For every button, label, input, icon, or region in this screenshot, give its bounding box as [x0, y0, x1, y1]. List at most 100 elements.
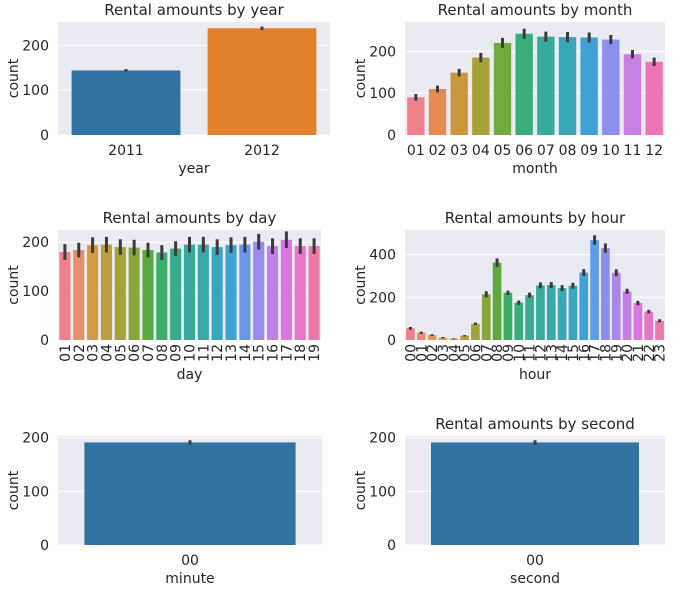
- x-tick-label: 12: [533, 344, 549, 362]
- x-tick-label: 10: [183, 344, 199, 362]
- y-tick-label: 200: [369, 290, 396, 306]
- y-tick-label: 200: [22, 235, 49, 251]
- x-tick-label: 10: [512, 344, 528, 362]
- x-tick-label: 2011: [108, 143, 144, 159]
- x-tick-label: 02: [429, 143, 447, 159]
- plot-area: [405, 230, 665, 340]
- bar-00: [431, 442, 639, 545]
- bar-11: [197, 244, 209, 340]
- bar-07: [481, 294, 491, 340]
- bar-2011: [71, 70, 181, 135]
- bar-05: [114, 247, 126, 340]
- bar-17: [590, 240, 599, 340]
- bar-14: [557, 288, 567, 340]
- x-tick-label: 11: [523, 344, 539, 362]
- bar-06: [128, 247, 140, 340]
- x-tick-label: 02: [425, 344, 441, 362]
- y-tick-label: 0: [387, 128, 396, 144]
- x-tick-label: 17: [279, 344, 295, 362]
- y-axis-label: count: [6, 470, 22, 510]
- y-tick-label: 0: [387, 333, 396, 349]
- x-tick-label: 00: [526, 553, 544, 569]
- bar-17: [280, 239, 292, 340]
- x-axis-label: second: [510, 571, 560, 587]
- x-tick-label: 13: [224, 344, 240, 362]
- x-tick-label: 01: [414, 344, 430, 362]
- x-tick-label: 17: [588, 344, 604, 362]
- x-tick-label: 01: [407, 143, 425, 159]
- x-tick-label: 03: [450, 143, 468, 159]
- x-tick-label: 04: [447, 344, 463, 362]
- bar-14: [239, 244, 251, 340]
- x-axis-label: year: [178, 161, 209, 177]
- bar-09: [503, 292, 513, 340]
- bar-19: [611, 272, 621, 340]
- bar-22: [644, 311, 654, 340]
- bar-01: [416, 332, 426, 340]
- bar-00: [406, 328, 415, 340]
- bar-10: [183, 244, 196, 340]
- chart-year: 0 100 200 2011 2012 Rental amounts by year yea…: [6, 1, 330, 177]
- x-tick-label: 03: [436, 344, 452, 362]
- x-tick-label: 18: [293, 344, 309, 362]
- chart-title: Rental amounts by month: [438, 1, 633, 19]
- bar-05: [493, 42, 512, 135]
- bar-08: [492, 262, 502, 340]
- bar-03: [450, 72, 468, 135]
- bar-03: [87, 245, 99, 340]
- x-tick-label: 16: [266, 344, 282, 362]
- x-tick-label: 01: [58, 344, 74, 362]
- y-tick-label: 200: [22, 38, 49, 54]
- bar-01: [59, 252, 71, 340]
- chart-second: 0 100 200 00 Rental amounts by second second c…: [353, 415, 665, 587]
- x-tick-label: 08: [155, 344, 171, 362]
- x-tick-label: 07: [141, 344, 157, 362]
- x-tick-label: 06: [127, 344, 143, 362]
- y-axis-label: count: [6, 265, 22, 305]
- bar-20: [622, 291, 632, 340]
- chart-month: 0 100 200 01 02 03 04 05 06 07 08 09 10 11 12 Rental am…: [353, 1, 665, 177]
- y-tick-label: 100: [22, 83, 49, 99]
- x-tick-label: 11: [196, 344, 212, 362]
- plot-area: [405, 22, 665, 135]
- bar-04: [472, 57, 490, 135]
- bar-12: [645, 61, 663, 135]
- y-tick-label: 100: [369, 86, 396, 102]
- x-tick-label: 19: [307, 344, 323, 362]
- y-tick-label: 100: [369, 484, 396, 500]
- y-tick-label: 200: [369, 44, 396, 60]
- bar-15: [253, 241, 265, 340]
- bar-13: [546, 285, 556, 340]
- x-tick-label: 10: [602, 143, 620, 159]
- x-tick-label: 00: [181, 553, 199, 569]
- bar-16: [267, 246, 279, 340]
- bar-18: [601, 248, 610, 340]
- x-tick-label: 20: [620, 344, 636, 362]
- x-tick-label: 21: [631, 344, 647, 362]
- bar-21: [633, 303, 643, 340]
- bar-11: [525, 295, 534, 340]
- x-tick-label: 03: [86, 344, 102, 362]
- y-axis-label: count: [353, 470, 369, 510]
- bar-09: [580, 37, 598, 135]
- x-axis-label: minute: [165, 571, 214, 587]
- x-tick-label: 05: [113, 344, 129, 362]
- bar-15: [568, 285, 578, 340]
- y-tick-label: 100: [22, 284, 49, 300]
- x-tick-label: 02: [72, 344, 88, 362]
- chart-title: Rental amounts by day: [103, 209, 277, 227]
- bar-00: [84, 442, 296, 545]
- x-tick-label: 04: [99, 344, 115, 362]
- chart-hour: 0200400000102030405060708091011121314151…: [353, 209, 669, 383]
- bar-07: [537, 36, 555, 135]
- x-tick-label: 07: [537, 143, 555, 159]
- x-axis-label: month: [512, 161, 557, 177]
- bar-2012: [207, 28, 317, 135]
- bar-18: [294, 246, 306, 340]
- x-tick-label: 05: [494, 143, 512, 159]
- x-tick-label: 12: [645, 143, 663, 159]
- x-tick-label: 07: [479, 344, 495, 362]
- x-axis-label: hour: [519, 367, 551, 383]
- x-tick-label: 14: [555, 344, 571, 362]
